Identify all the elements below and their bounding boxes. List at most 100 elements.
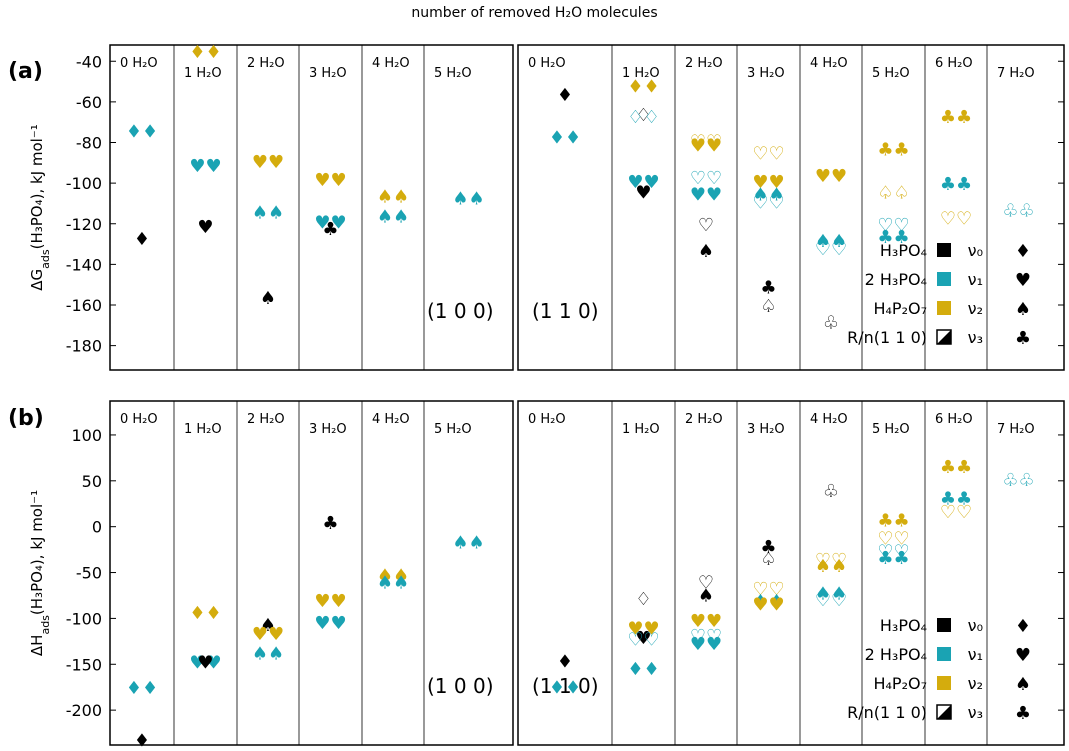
legend-series-label: R/n(1 1 0) <box>847 703 927 722</box>
surface-label: (1 0 0) <box>427 299 494 323</box>
data-point-club: ♣♣ <box>940 107 972 128</box>
data-point-heart-open: ♡♡ <box>877 529 909 550</box>
data-point-heart-open: ♡♡ <box>752 579 784 600</box>
legend-marker-label: ν₀ <box>968 241 983 260</box>
column-header: 4 H₂O <box>372 56 410 71</box>
y-tick-label: -80 <box>76 134 102 153</box>
legend-series-label: R/n(1 1 0) <box>847 328 927 347</box>
data-point-club-open: ♧♧ <box>1002 201 1034 222</box>
data-point-spade: ♠ <box>698 241 714 262</box>
column-header: 3 H₂O <box>309 66 347 81</box>
legend-marker-spade: ♠ <box>1015 674 1031 695</box>
data-point-heart-open: ♡ <box>698 215 714 236</box>
data-point-heart-open: ♡♡ <box>815 590 847 611</box>
data-point-heart-open: ♡♡ <box>690 131 722 152</box>
frame-110 <box>517 400 1065 746</box>
data-point-spade: ♠♠ <box>452 532 484 553</box>
y-tick-label: -100 <box>66 174 102 193</box>
data-point-heart: ♥♥ <box>314 170 346 191</box>
legend-series-label: H₄P₂O₇ <box>873 674 927 693</box>
data-point-spade: ♠ <box>260 288 276 309</box>
y-axis-label: ΔHads(H₃PO₄), kJ mol⁻¹ <box>28 490 52 656</box>
frame-100 <box>109 44 514 371</box>
y-tick-label: -150 <box>66 655 102 674</box>
data-point-club-open: ♧♧ <box>1002 470 1034 491</box>
data-point-heart: ♥ <box>197 653 213 674</box>
column-header: 5 H₂O <box>434 66 472 81</box>
data-point-heart: ♥♥ <box>815 166 847 187</box>
column-header: 0 H₂O <box>120 412 158 427</box>
legend-box <box>937 676 951 690</box>
legend-marker-heart: ♥ <box>1015 270 1031 291</box>
y-tick-label: -50 <box>76 564 102 583</box>
legend-marker-label: ν₃ <box>968 703 983 722</box>
data-point-heart-open: ♡♡ <box>690 626 722 647</box>
data-point-heart-open: ♡♡ <box>752 192 784 213</box>
data-point-heart-open: ♡♡ <box>877 542 909 563</box>
column-header: 5 H₂O <box>434 422 472 437</box>
data-point-diamond-open: ♢ <box>635 105 651 126</box>
legend-marker-label: ν₃ <box>968 328 983 347</box>
data-point-spade: ♠♠ <box>752 184 784 205</box>
column-header: 0 H₂O <box>120 56 158 71</box>
data-point-spade: ♠♠ <box>377 573 409 594</box>
surface-label: (1 1 0) <box>532 299 599 323</box>
data-point-spade: ♠♠ <box>752 591 784 612</box>
data-point-heart: ♥♥ <box>314 213 346 234</box>
data-point-club-open: ♧ <box>823 481 839 502</box>
data-point-spade: ♠♠ <box>377 186 409 207</box>
data-point-heart-open: ♡♡ <box>627 630 659 651</box>
y-tick-label: -140 <box>66 255 102 274</box>
data-point-club: ♣♣ <box>877 548 909 569</box>
legend-box-half-fill <box>937 330 951 344</box>
column-header: 7 H₂O <box>997 66 1035 81</box>
data-point-club: ♣♣ <box>940 488 972 509</box>
data-point-club: ♣♣ <box>877 140 909 161</box>
frame-100 <box>109 400 514 746</box>
data-point-diamond: ♦♦ <box>189 42 221 63</box>
legend-series-label: H₃PO₄ <box>880 241 927 260</box>
data-point-spade: ♠ <box>260 615 276 636</box>
legend-box <box>937 243 951 257</box>
legend-marker-club: ♣ <box>1015 703 1031 724</box>
data-point-club: ♣ <box>760 278 776 299</box>
column-header: 1 H₂O <box>622 422 660 437</box>
data-point-heart-open: ♡ <box>698 573 714 594</box>
data-point-heart: ♥♥ <box>189 156 221 177</box>
data-point-club: ♣♣ <box>877 227 909 248</box>
column-header: 3 H₂O <box>747 422 785 437</box>
data-point-diamond-open: ♢♢ <box>627 107 659 128</box>
data-point-heart: ♥♥ <box>252 152 284 173</box>
column-header: 1 H₂O <box>622 66 660 81</box>
data-point-spade-open: ♤ <box>760 296 776 317</box>
panel-label: (b) <box>8 406 44 431</box>
data-point-heart-open: ♡♡ <box>815 550 847 571</box>
data-point-heart: ♥♥ <box>627 172 659 193</box>
y-tick-label: 0 <box>92 518 102 537</box>
y-tick-label: -180 <box>66 337 102 356</box>
data-point-diamond: ♦♦ <box>549 127 581 148</box>
data-point-heart: ♥♥ <box>627 619 659 640</box>
data-point-diamond: ♦ <box>134 730 150 751</box>
column-header: 1 H₂O <box>184 66 222 81</box>
frame-110 <box>517 44 1065 371</box>
data-point-club: ♣ <box>322 513 338 534</box>
y-tick-label: -120 <box>66 215 102 234</box>
column-header: 3 H₂O <box>747 66 785 81</box>
column-header: 3 H₂O <box>309 422 347 437</box>
column-header: 1 H₂O <box>184 422 222 437</box>
column-header: 0 H₂O <box>528 412 566 427</box>
figure-title: number of removed H₂O molecules <box>411 5 658 21</box>
data-point-heart-open: ♡♡ <box>690 168 722 189</box>
legend-marker-club: ♣ <box>1015 328 1031 349</box>
data-point-heart-open: ♡♡ <box>877 215 909 236</box>
data-point-diamond: ♦♦ <box>627 77 659 98</box>
data-point-club: ♣♣ <box>940 457 972 478</box>
data-point-club-open: ♧ <box>823 312 839 333</box>
legend-marker-label: ν₀ <box>968 616 983 635</box>
column-header: 7 H₂O <box>997 422 1035 437</box>
data-point-heart: ♥♥ <box>314 613 346 634</box>
data-point-spade-open: ♤ <box>760 549 776 570</box>
data-point-spade: ♠♠ <box>815 584 847 605</box>
data-point-heart-open: ♡♡ <box>815 239 847 260</box>
